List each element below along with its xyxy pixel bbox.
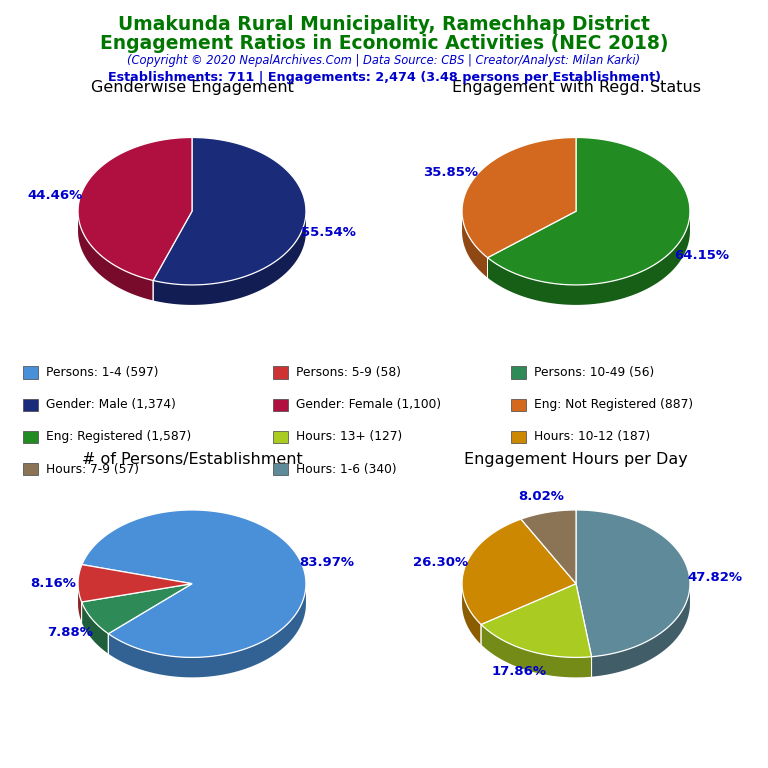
Text: Persons: 1-4 (597): Persons: 1-4 (597) — [46, 366, 158, 379]
Text: Engagement Ratios in Economic Activities (NEC 2018): Engagement Ratios in Economic Activities… — [100, 34, 668, 53]
Text: 7.88%: 7.88% — [47, 626, 93, 639]
Polygon shape — [462, 583, 481, 644]
Text: 64.15%: 64.15% — [674, 250, 729, 263]
Text: Hours: 1-6 (340): Hours: 1-6 (340) — [296, 463, 396, 475]
Polygon shape — [521, 510, 576, 584]
Title: Engagement with Regd. Status: Engagement with Regd. Status — [452, 80, 700, 94]
Polygon shape — [82, 510, 306, 657]
Polygon shape — [481, 584, 591, 657]
Polygon shape — [108, 584, 306, 677]
Text: Persons: 5-9 (58): Persons: 5-9 (58) — [296, 366, 401, 379]
Text: 47.82%: 47.82% — [687, 571, 742, 584]
Polygon shape — [488, 210, 690, 305]
Polygon shape — [576, 510, 690, 657]
Text: 35.85%: 35.85% — [423, 166, 478, 179]
Text: 8.16%: 8.16% — [30, 577, 76, 590]
Polygon shape — [462, 137, 576, 257]
Text: Gender: Male (1,374): Gender: Male (1,374) — [46, 399, 176, 411]
Polygon shape — [153, 137, 306, 285]
Text: Hours: 13+ (127): Hours: 13+ (127) — [296, 431, 402, 443]
Text: (Copyright © 2020 NepalArchives.Com | Data Source: CBS | Creator/Analyst: Milan : (Copyright © 2020 NepalArchives.Com | Da… — [127, 54, 641, 67]
Title: # of Persons/Establishment: # of Persons/Establishment — [81, 452, 303, 467]
Polygon shape — [481, 624, 591, 677]
Text: 55.54%: 55.54% — [302, 227, 356, 240]
Text: Eng: Not Registered (887): Eng: Not Registered (887) — [534, 399, 693, 411]
Text: 26.30%: 26.30% — [413, 556, 468, 569]
Text: Hours: 10-12 (187): Hours: 10-12 (187) — [534, 431, 650, 443]
Polygon shape — [591, 583, 690, 677]
Polygon shape — [462, 210, 488, 277]
Text: 44.46%: 44.46% — [28, 189, 83, 202]
Text: 17.86%: 17.86% — [492, 665, 546, 678]
Polygon shape — [81, 584, 192, 634]
Text: Establishments: 711 | Engagements: 2,474 (3.48 persons per Establishment): Establishments: 711 | Engagements: 2,474… — [108, 71, 660, 84]
Polygon shape — [153, 210, 306, 305]
Text: Umakunda Rural Municipality, Ramechhap District: Umakunda Rural Municipality, Ramechhap D… — [118, 15, 650, 35]
Text: 83.97%: 83.97% — [300, 555, 355, 568]
Polygon shape — [81, 602, 108, 654]
Text: Eng: Registered (1,587): Eng: Registered (1,587) — [46, 431, 191, 443]
Polygon shape — [78, 582, 81, 622]
Polygon shape — [488, 137, 690, 285]
Polygon shape — [78, 211, 153, 300]
Text: Gender: Female (1,100): Gender: Female (1,100) — [296, 399, 441, 411]
Title: Engagement Hours per Day: Engagement Hours per Day — [464, 452, 688, 467]
Polygon shape — [462, 519, 576, 624]
Text: 8.02%: 8.02% — [518, 490, 564, 503]
Text: Persons: 10-49 (56): Persons: 10-49 (56) — [534, 366, 654, 379]
Polygon shape — [78, 137, 192, 280]
Text: Hours: 7-9 (57): Hours: 7-9 (57) — [46, 463, 139, 475]
Polygon shape — [78, 564, 192, 602]
Title: Genderwise Engagement: Genderwise Engagement — [91, 80, 293, 94]
